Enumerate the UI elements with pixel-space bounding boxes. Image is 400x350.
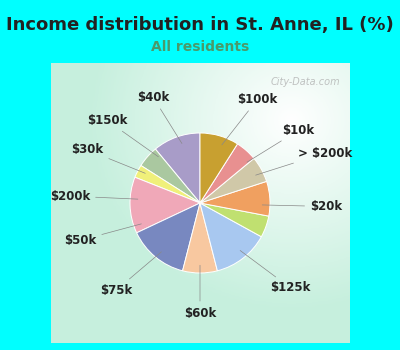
Text: City-Data.com: City-Data.com — [271, 77, 340, 87]
Text: $100k: $100k — [222, 93, 278, 145]
Text: $10k: $10k — [247, 124, 315, 162]
Wedge shape — [200, 144, 254, 203]
Wedge shape — [182, 203, 218, 273]
Wedge shape — [200, 203, 269, 237]
Wedge shape — [200, 203, 261, 271]
Wedge shape — [135, 166, 200, 203]
Text: All residents: All residents — [151, 40, 249, 54]
Wedge shape — [155, 133, 200, 203]
Text: > $200k: > $200k — [256, 147, 352, 175]
Text: $75k: $75k — [100, 252, 162, 296]
Wedge shape — [200, 159, 266, 203]
Text: $40k: $40k — [137, 91, 182, 144]
Text: $150k: $150k — [87, 114, 158, 157]
Text: $50k: $50k — [64, 224, 141, 247]
Wedge shape — [200, 133, 238, 203]
Wedge shape — [141, 149, 200, 203]
Text: Income distribution in St. Anne, IL (%): Income distribution in St. Anne, IL (%) — [6, 16, 394, 34]
Text: $60k: $60k — [184, 265, 216, 320]
Wedge shape — [200, 181, 270, 216]
Text: $20k: $20k — [262, 200, 342, 213]
Wedge shape — [130, 177, 200, 233]
Text: $30k: $30k — [71, 144, 145, 173]
Text: $200k: $200k — [50, 190, 138, 203]
Wedge shape — [137, 203, 200, 271]
Text: $125k: $125k — [240, 251, 310, 294]
